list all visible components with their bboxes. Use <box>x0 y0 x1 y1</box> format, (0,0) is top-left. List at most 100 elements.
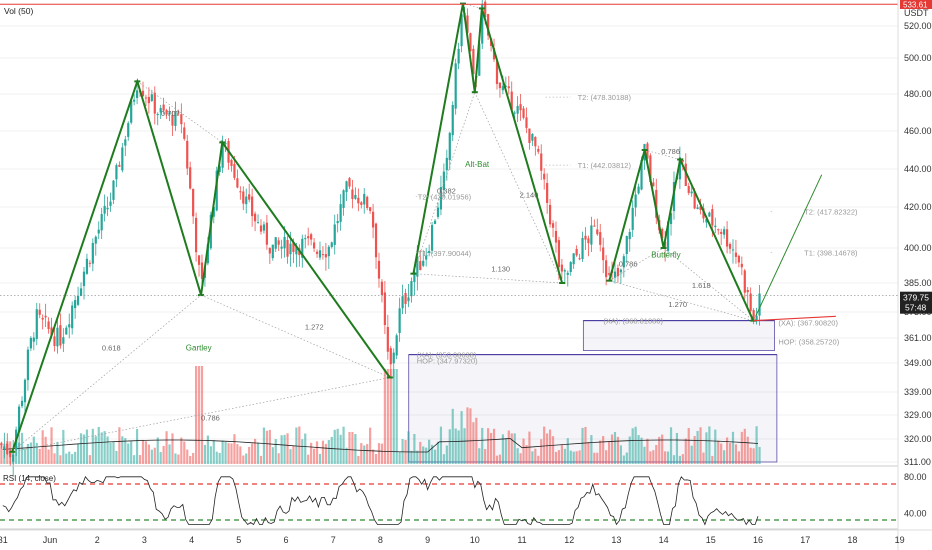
pattern-point <box>677 158 684 161</box>
candle-body <box>655 189 658 218</box>
volume-bar <box>138 455 142 464</box>
pattern-point <box>9 450 16 453</box>
target-label: T2: (417.82322) <box>804 207 858 216</box>
candle-body <box>584 235 587 240</box>
candle-body <box>53 336 56 346</box>
volume-bar <box>607 441 611 464</box>
candle-body <box>454 63 457 109</box>
candle-body <box>566 272 569 275</box>
target-label: T1: (442.03812) <box>578 161 632 170</box>
volume-bar <box>330 436 333 464</box>
candle-body <box>245 196 248 205</box>
volume-bar <box>324 443 327 464</box>
volume-bar <box>560 445 563 464</box>
candle-body <box>492 47 496 60</box>
candle-body <box>318 250 322 258</box>
y-tick-label: 320.00 <box>904 434 932 444</box>
volume-bar <box>572 451 575 464</box>
candle-body <box>590 225 593 245</box>
candle-body <box>669 213 673 225</box>
x-tick-label: 2 <box>95 535 100 545</box>
x-tick-label: 13 <box>611 535 621 545</box>
volume-bar <box>563 448 566 464</box>
candle-body <box>256 222 260 224</box>
pattern-ratio-line <box>413 273 563 284</box>
rsi-tick-label: 80.00 <box>904 472 927 482</box>
volume-bar <box>253 438 257 464</box>
candle-body <box>165 110 168 115</box>
candle-body <box>395 335 398 356</box>
y-tick-label: 480.00 <box>904 89 932 99</box>
x-tick-label: 18 <box>847 535 857 545</box>
volume-bar <box>315 441 319 464</box>
volume-bar <box>708 426 711 464</box>
candle-body <box>321 254 325 256</box>
candle-body <box>472 48 475 75</box>
candle-body <box>292 242 295 253</box>
volume-bar <box>68 451 71 464</box>
volume-bar <box>389 369 392 464</box>
candle-body <box>481 4 484 44</box>
volume-bar <box>416 450 419 464</box>
candle-body <box>339 204 342 222</box>
candle-body <box>268 247 271 254</box>
volume-bar <box>59 455 62 464</box>
volume-bar <box>413 433 416 464</box>
volume-bar <box>442 454 445 464</box>
volume-bar <box>584 426 587 464</box>
volume-bar <box>141 439 145 464</box>
currency-label: USDT <box>904 8 929 18</box>
candle-body <box>156 114 159 116</box>
volume-bar <box>599 440 602 464</box>
volume-bar <box>681 454 684 464</box>
volume-bar <box>407 431 410 464</box>
volume-bar <box>528 431 531 464</box>
volume-bar <box>392 369 395 464</box>
candle-body <box>59 325 62 346</box>
candle-body <box>725 229 729 247</box>
projection-red-line <box>753 315 836 322</box>
volume-bar <box>386 369 389 464</box>
candle-body <box>605 260 608 278</box>
volume-bar <box>590 435 593 464</box>
candle-body <box>186 140 189 169</box>
volume-bar <box>268 429 271 464</box>
candle-body <box>233 163 236 178</box>
candle-body <box>150 94 153 101</box>
volume-bar <box>457 430 460 464</box>
candle-body <box>537 148 540 152</box>
candle-body <box>478 43 481 76</box>
candle-body <box>652 182 655 187</box>
candle-body <box>743 270 746 293</box>
volume-bar <box>628 436 631 464</box>
candle-body <box>82 271 86 287</box>
volume-bar <box>183 441 186 464</box>
volume-bar <box>737 451 740 464</box>
candle-body <box>348 178 351 187</box>
volume-bar <box>534 448 537 464</box>
pattern-ratio-label: 0.786 <box>619 260 638 269</box>
volume-bar <box>454 428 457 464</box>
volume-bar <box>711 455 714 464</box>
candle-body <box>168 112 171 115</box>
candle-body <box>135 90 139 98</box>
candle-body <box>634 194 637 208</box>
volume-bar <box>321 440 325 464</box>
candle-body <box>103 205 106 214</box>
volume-bar <box>581 427 584 464</box>
candle-body <box>619 269 622 273</box>
candle-body <box>265 222 268 245</box>
candle-body <box>717 229 720 231</box>
volume-bar <box>731 431 735 464</box>
pattern-name-label: Alt-Bat <box>465 160 490 169</box>
pattern-point <box>660 247 667 249</box>
volume-bar <box>395 369 398 464</box>
candle-body <box>189 167 192 189</box>
candle-body <box>548 204 552 225</box>
target-label: T2: (420.01956) <box>418 193 472 202</box>
volume-bar <box>262 427 266 464</box>
y-tick-label: 460.00 <box>904 126 932 136</box>
candle-body <box>171 114 174 126</box>
pattern-ratio-line <box>644 149 681 160</box>
